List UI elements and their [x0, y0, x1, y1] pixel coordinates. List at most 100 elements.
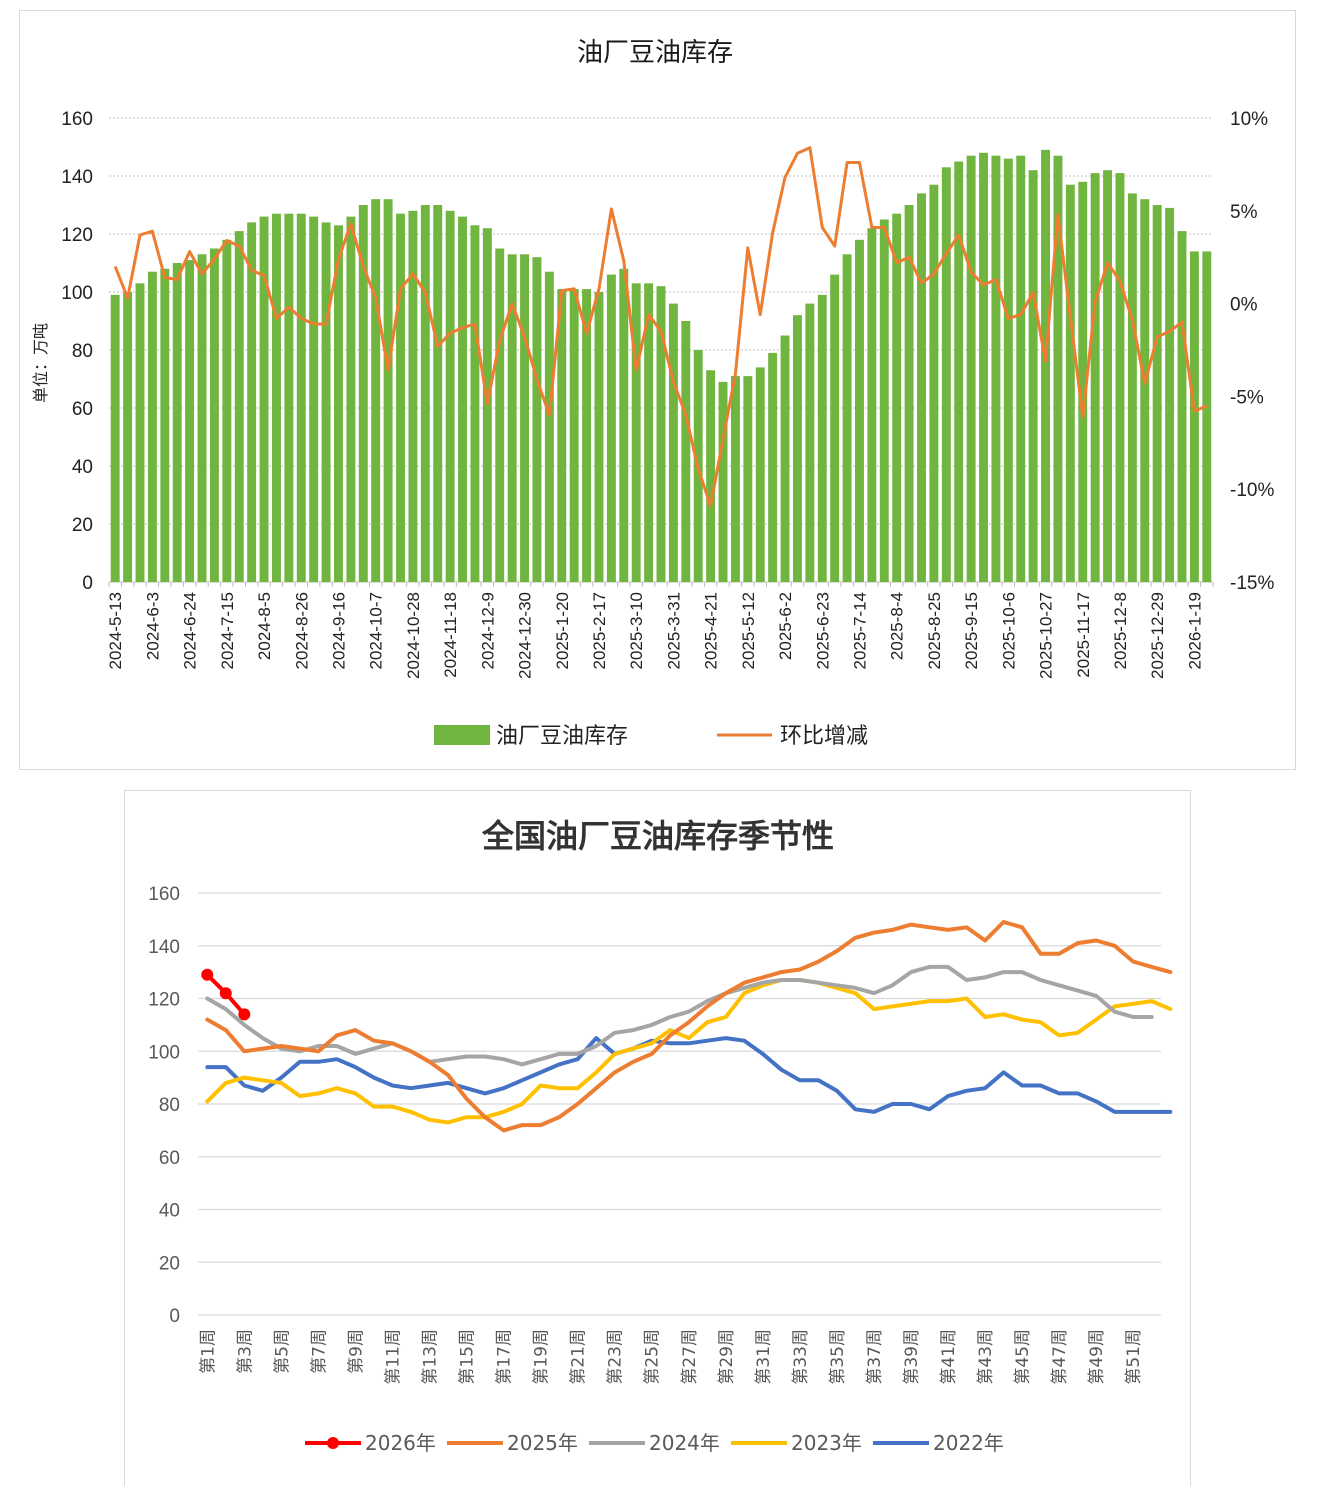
line-series-2023年	[205, 978, 1173, 1125]
bar	[582, 289, 592, 582]
x-tick-label: 2024-10-7	[367, 592, 386, 670]
x-tick-label: 第13周	[421, 1329, 441, 1385]
right-axis-ticks: -15% -10% -5% 0% 5% 10%	[1230, 109, 1274, 594]
bar	[1115, 173, 1125, 582]
y2-tick-label: -15%	[1230, 573, 1274, 594]
bar	[867, 228, 877, 582]
y-tick-label: 20	[72, 515, 93, 536]
y-tick-label: 80	[72, 341, 93, 362]
bar	[917, 193, 926, 582]
bar	[817, 294, 827, 582]
x-tick-label: 2024-6-3	[143, 592, 162, 660]
y-tick-label: 160	[61, 109, 93, 130]
y-tick-label: 140	[148, 937, 180, 958]
x-tick-label: 2025-3-10	[627, 592, 646, 670]
x-tick-label: 2025-12-29	[1148, 592, 1167, 679]
bar	[1065, 184, 1075, 582]
legend-label: 2023年	[791, 1431, 862, 1455]
bar	[234, 231, 244, 582]
x-tick-label: 第47周	[1050, 1329, 1070, 1385]
x-tick-label: 第29周	[717, 1329, 737, 1385]
chart-panel-soybean-oil-inventory: 油厂豆油库存 0 20 40 60 80 100 120 140 160 -15% -10% -5%…	[19, 10, 1296, 770]
bar	[1202, 251, 1212, 582]
bar	[1177, 231, 1187, 582]
x-tick-label: 第3周	[235, 1329, 255, 1374]
legend-label: 2026年	[365, 1431, 436, 1455]
y-tick-label: 40	[159, 1201, 180, 1222]
bar	[123, 292, 133, 582]
bar	[668, 303, 678, 582]
bar	[334, 225, 343, 583]
bar	[1165, 207, 1175, 582]
y-tick-label: 120	[148, 990, 180, 1011]
x-tick-label: 2025-1-20	[553, 592, 572, 670]
y-tick-label: 160	[148, 884, 180, 905]
bar	[346, 216, 356, 582]
bar	[941, 167, 951, 583]
bar	[755, 367, 765, 582]
x-tick-label: 第11周	[384, 1329, 404, 1385]
x-tick-label: 2024-6-24	[181, 592, 200, 670]
line-series-wow-change	[113, 146, 1208, 508]
bar	[991, 155, 1001, 582]
bar	[185, 260, 195, 582]
y-tick-label: 80	[159, 1095, 180, 1116]
bar	[358, 205, 368, 582]
x-tick-label: 第17周	[495, 1329, 515, 1385]
bar	[892, 213, 902, 582]
x-tick-label: 第25周	[643, 1329, 663, 1385]
bar	[544, 271, 554, 582]
legend-marker	[327, 1437, 339, 1449]
chart-seasonality: 全国油厂豆油库存季节性 0 20 40 60 80 100 120 140 160 第1周 第3周…	[148, 817, 1173, 1455]
bar	[606, 274, 616, 582]
y-tick-label: 0	[169, 1306, 180, 1327]
x-tick-label: 2024-10-28	[404, 592, 423, 679]
bar	[730, 376, 740, 582]
bar	[1103, 170, 1113, 582]
x-tick-label: 2025-8-25	[925, 592, 944, 670]
bar	[209, 248, 219, 582]
x-tick-label: 第45周	[1013, 1329, 1033, 1385]
bar	[569, 289, 579, 582]
data-point-marker	[219, 987, 232, 1000]
bar	[495, 248, 505, 582]
x-axis-ticks: 2024-5-13 2024-6-3 2024-6-24 2024-7-15 2024-…	[106, 582, 1214, 679]
bar	[1189, 251, 1199, 582]
bar	[631, 283, 641, 582]
bar	[768, 352, 778, 582]
left-axis-ticks: 0 20 40 60 80 100 120 140 160	[61, 109, 93, 594]
x-tick-label: 第21周	[569, 1329, 589, 1385]
bar	[1028, 170, 1038, 582]
bar	[619, 268, 629, 582]
bar	[420, 205, 430, 582]
x-tick-label: 2024-9-16	[330, 592, 349, 670]
bar	[929, 184, 939, 582]
x-tick-label: 第19周	[532, 1329, 552, 1385]
bar	[557, 289, 567, 582]
x-tick-label: 第5周	[272, 1329, 292, 1374]
chart-soybean-oil-inventory: 油厂豆油库存 0 20 40 60 80 100 120 140 160 -15% -10% -5%…	[31, 38, 1274, 749]
data-point-marker	[238, 1008, 251, 1021]
x-tick-label: 2025-10-6	[999, 592, 1018, 670]
bar	[718, 381, 728, 582]
bar-series-inventory	[110, 149, 1212, 583]
x-tick-label: 2025-4-21	[702, 592, 721, 670]
gridlines	[198, 892, 1161, 1316]
legend-label: 2025年	[507, 1431, 578, 1455]
legend: 2026年 2025年 2024年 2023年 2022年	[305, 1431, 1004, 1455]
bar	[1127, 193, 1137, 582]
legend-label-wow: 环比增减	[780, 724, 868, 749]
bar	[259, 216, 269, 582]
bar	[507, 254, 517, 583]
chart-title: 全国油厂豆油库存季节性	[481, 817, 834, 855]
bar	[532, 257, 542, 582]
bar	[842, 254, 852, 583]
x-tick-label: 第15周	[458, 1329, 478, 1385]
y-tick-label: 0	[82, 573, 93, 594]
x-tick-label: 2025-3-31	[664, 592, 683, 670]
bar	[1152, 205, 1162, 582]
x-tick-label: 2026-1-19	[1185, 592, 1204, 670]
legend-label-inventory: 油厂豆油库存	[496, 724, 628, 749]
x-tick-label: 2024-12-9	[478, 592, 497, 670]
bar	[309, 216, 319, 582]
